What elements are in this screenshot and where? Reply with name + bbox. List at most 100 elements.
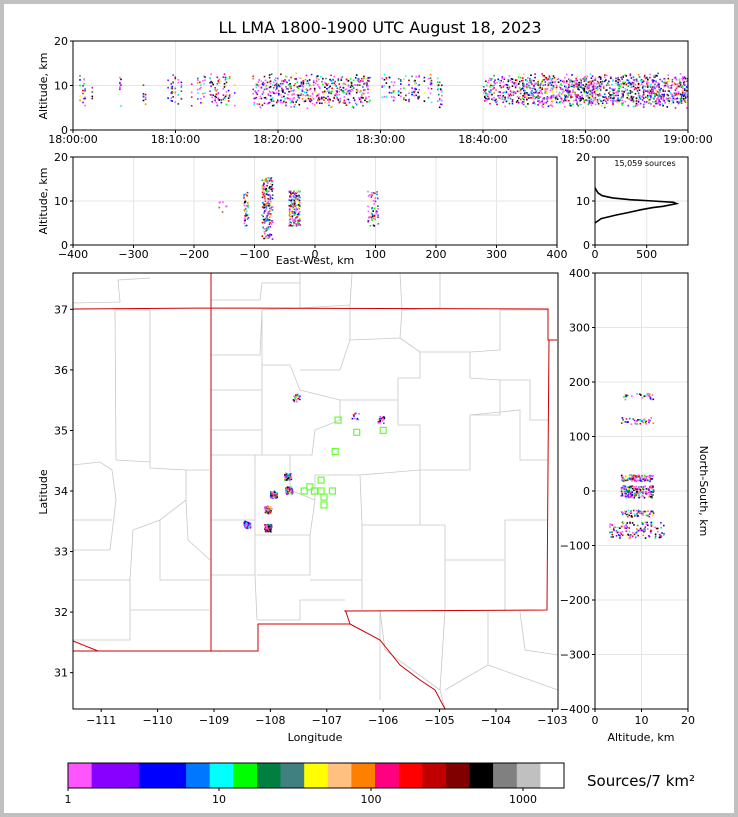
time-height-source <box>661 103 663 105</box>
ns-height-source <box>623 478 626 481</box>
time-height-source <box>598 98 601 101</box>
time-height-source <box>200 82 202 85</box>
ew-height-source <box>288 218 291 221</box>
time-height-source <box>543 97 546 99</box>
time-height-source <box>524 85 526 88</box>
time-height-source <box>513 82 516 85</box>
lma-station-marker <box>331 448 339 456</box>
time-height-source <box>337 78 340 80</box>
state-boundaries <box>73 273 557 709</box>
colorbar-tick-label: 1 <box>65 793 72 806</box>
ew-height-source <box>262 215 264 218</box>
y-tick-label: 35 <box>54 424 68 437</box>
time-height-source <box>606 97 608 100</box>
ew-height-source <box>269 186 271 188</box>
time-height-source <box>203 83 205 85</box>
plan-view-source <box>270 530 273 532</box>
time-height-source <box>212 83 214 86</box>
time-height-source <box>383 78 386 81</box>
time-height-source <box>547 97 550 99</box>
time-height-source <box>568 90 570 93</box>
ew-height-source <box>295 207 297 209</box>
time-height-source <box>545 88 548 90</box>
plan-view-source <box>288 489 291 492</box>
time-height-source <box>568 78 570 81</box>
x-tick-label: −109 <box>199 714 229 727</box>
time-height-source <box>650 97 652 99</box>
ew-height-source <box>263 195 266 197</box>
time-height-source <box>254 97 256 100</box>
lma-station-marker <box>334 416 342 424</box>
plan-view-source <box>266 509 269 511</box>
time-height-source <box>358 79 360 82</box>
time-height-source <box>659 89 661 91</box>
time-height-source <box>648 91 650 94</box>
plan-view-source <box>272 496 274 499</box>
time-height-source <box>611 88 613 90</box>
time-height-source <box>586 75 589 78</box>
ew-height-source <box>262 227 265 230</box>
ew-height-source <box>290 196 293 198</box>
time-height-source <box>574 93 576 96</box>
time-height-source <box>390 81 393 83</box>
ns-height-source <box>641 491 644 493</box>
time-height-source <box>529 87 531 89</box>
time-height-source <box>681 94 684 96</box>
ew-height-source <box>294 213 296 216</box>
time-height-source <box>580 103 582 106</box>
time-height-source <box>517 97 520 100</box>
time-height-source <box>617 92 619 94</box>
time-height-source <box>84 89 86 92</box>
time-height-source <box>336 91 338 93</box>
ns-height-source <box>636 513 638 515</box>
ew-height-source <box>369 216 371 218</box>
time-height-source <box>652 89 654 91</box>
ew-height-source <box>376 191 378 193</box>
plan-view-source <box>297 395 299 397</box>
colorbar-cell <box>162 763 187 788</box>
time-height-source <box>414 88 416 91</box>
time-height-source <box>527 77 529 79</box>
altitude-histogram-x-ticks: 0 500 <box>592 245 657 261</box>
time-height-source <box>321 96 323 99</box>
time-height-source <box>503 91 506 93</box>
time-height-source <box>630 77 633 79</box>
time-height-source <box>491 93 493 96</box>
time-height-source <box>622 90 624 93</box>
ew-height-source <box>370 216 373 219</box>
plan-view-source <box>298 396 301 398</box>
ns-height-source <box>658 536 661 539</box>
time-height-source <box>505 91 508 94</box>
time-height-source <box>338 93 341 96</box>
time-height-source <box>297 87 300 89</box>
time-height-source <box>225 103 228 106</box>
time-height-source <box>414 90 416 92</box>
time-height-source <box>260 86 263 89</box>
time-height-source <box>335 90 337 92</box>
time-height-source <box>513 82 516 84</box>
time-height-source <box>528 84 530 87</box>
time-height-source <box>652 81 654 83</box>
ns-height-source <box>628 485 631 488</box>
time-height-source <box>490 84 492 86</box>
time-height-source <box>216 76 219 79</box>
time-height-source <box>405 75 407 77</box>
time-height-source <box>617 94 619 97</box>
time-height-source <box>566 100 568 102</box>
ew-height-source <box>367 210 370 213</box>
time-height-source <box>568 83 570 86</box>
time-height-source <box>293 105 295 108</box>
time-height-source <box>675 98 678 100</box>
ns-height-source <box>627 496 630 498</box>
time-height-source <box>647 82 649 84</box>
time-height-source <box>365 98 367 100</box>
y-tick-label: −300 <box>560 649 590 662</box>
ns-height-source <box>611 524 613 526</box>
time-height-source <box>289 84 291 86</box>
ew-height-source <box>371 207 373 210</box>
time-height-source <box>255 86 258 89</box>
time-height-source <box>177 79 180 81</box>
time-height-source <box>534 88 536 91</box>
time-height-source <box>223 86 226 88</box>
time-height-source <box>551 88 554 91</box>
